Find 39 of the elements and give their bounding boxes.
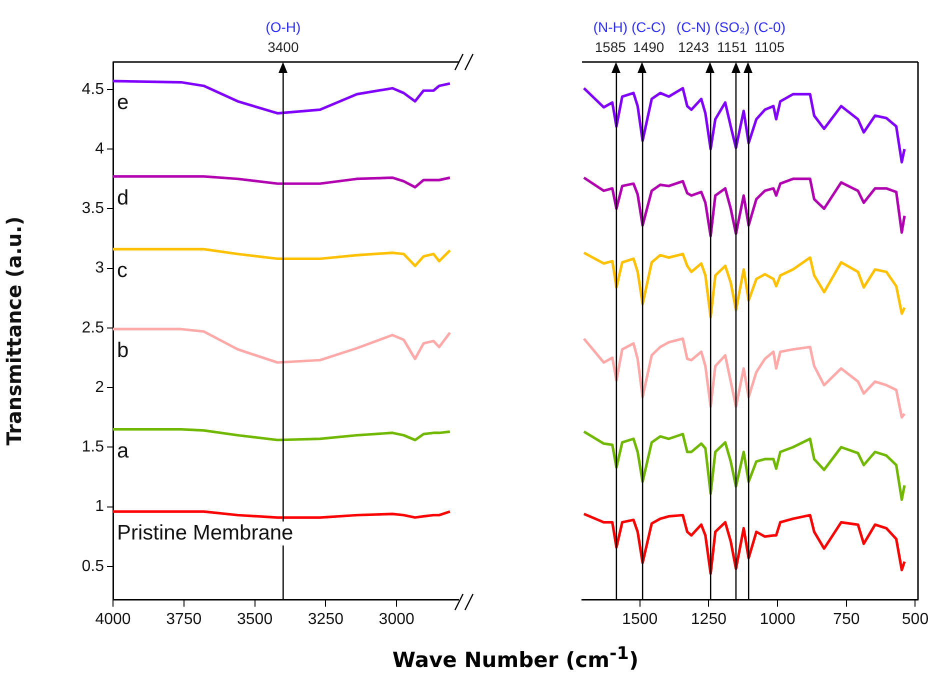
y-tick-label: 4.5	[82, 80, 104, 98]
y-tick-label: 3.5	[82, 200, 104, 218]
y-tick-label: 2	[95, 378, 104, 396]
series-label: c	[117, 259, 128, 282]
series-label: a	[117, 439, 129, 462]
ref-line-label: (O-H)	[266, 19, 301, 35]
text: 3400	[268, 39, 299, 55]
y-tick-label: 1.5	[82, 438, 104, 456]
x-tick-label: 1250	[690, 610, 726, 628]
text: 1151	[716, 39, 748, 55]
ref-line-label: (C-C)	[631, 19, 666, 35]
y-tick-label: 2.5	[82, 319, 104, 336]
y-tick-label: 4	[95, 140, 104, 158]
x-tick-label: 1500	[622, 610, 658, 628]
text: 1243	[678, 39, 709, 55]
text: 1585	[594, 39, 626, 55]
ref-line-label: (C-N)	[676, 19, 710, 35]
series-label: e	[117, 91, 129, 114]
x-tick-label: 500	[902, 610, 928, 628]
y-axis-title: Transmittance (a.u.)	[2, 216, 26, 446]
x-tick-label: 3250	[308, 610, 344, 628]
x-tick-label: 1000	[759, 610, 796, 628]
series-label: d	[117, 186, 129, 210]
x-tick-label: 3500	[237, 610, 273, 628]
x-tick-label: 3000	[378, 610, 415, 628]
ref-line-label: (C-0)	[753, 19, 786, 35]
y-tick-label: 0.5	[82, 558, 104, 575]
x-tick-label: 3750	[166, 610, 202, 628]
text: 1490	[632, 39, 664, 55]
ref-line-label: (N-H)	[592, 19, 628, 35]
y-tick-label: 3	[95, 260, 104, 277]
ref-line-label: (SO₂)	[714, 19, 750, 35]
x-axis-title: Wave Number (cm$^{-1}$)	[391, 644, 640, 672]
series-label: b	[117, 339, 129, 362]
x-tick-label: 750	[832, 610, 860, 628]
series-label: Pristine Membrane	[117, 522, 294, 545]
y-tick-label: 1	[95, 498, 104, 516]
x-tick-label: 4000	[95, 610, 131, 628]
text: 1105	[754, 39, 784, 55]
